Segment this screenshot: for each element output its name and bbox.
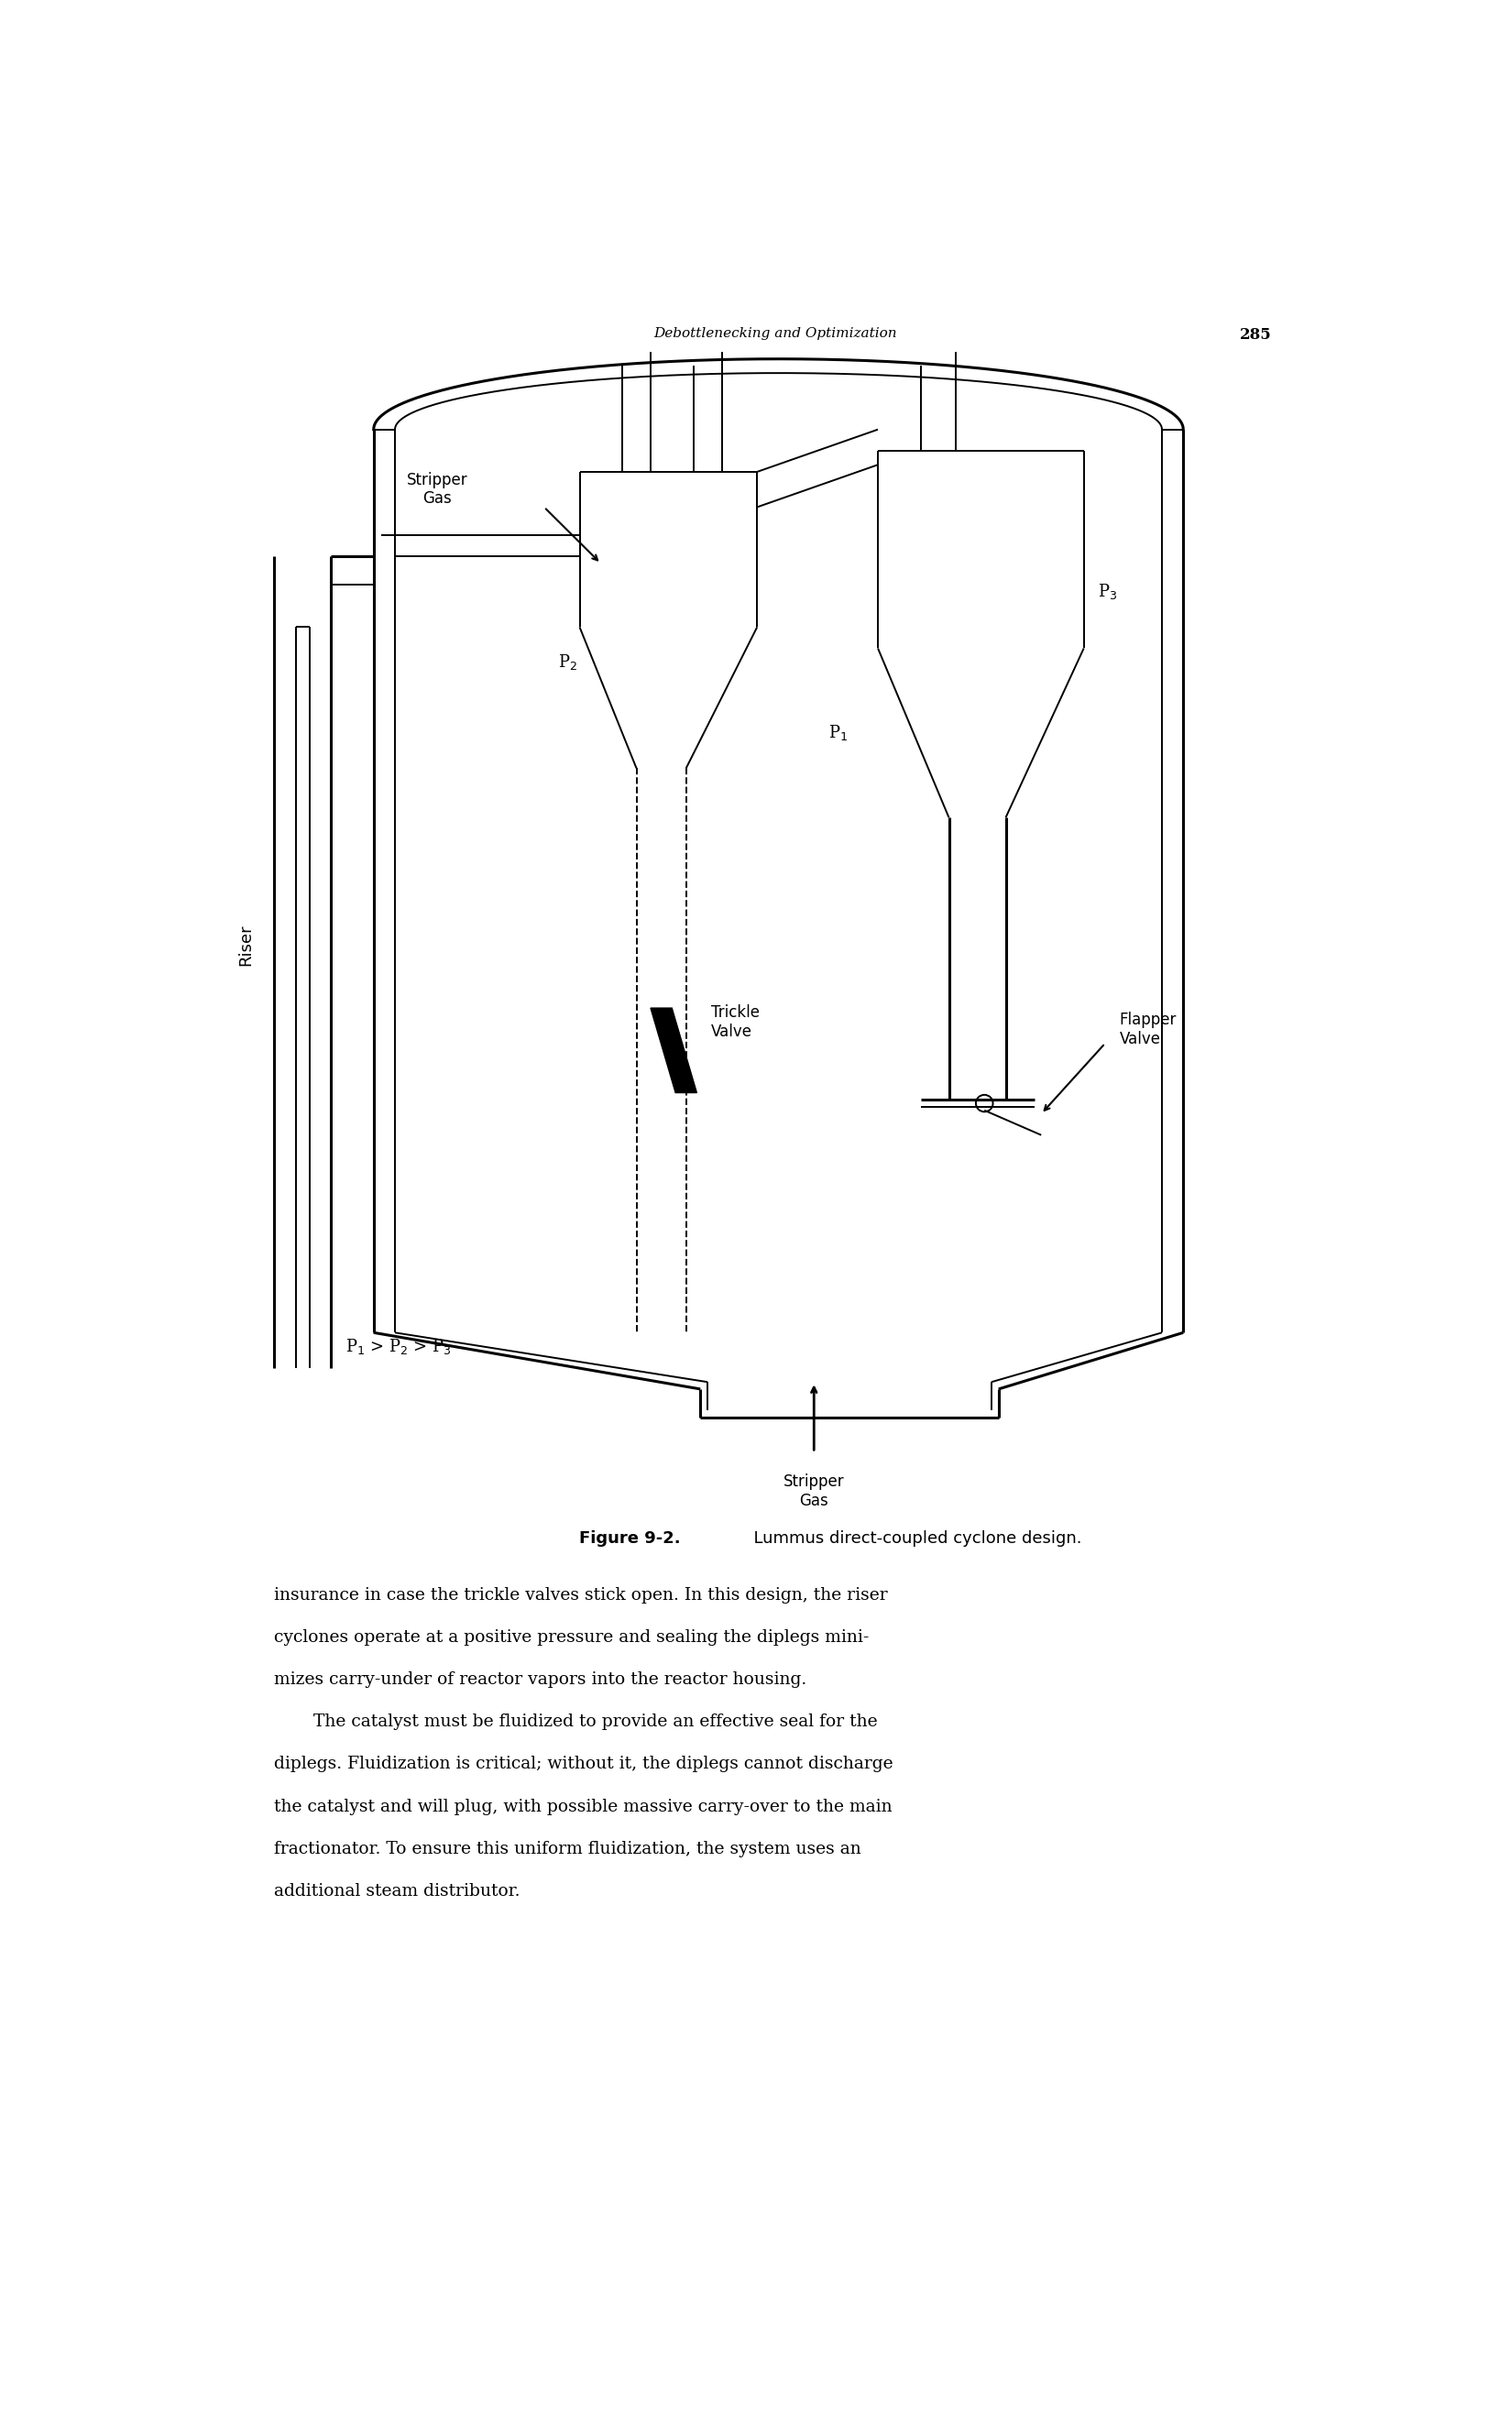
Text: Stripper
Gas: Stripper Gas — [783, 1474, 845, 1510]
Text: diplegs. Fluidization is critical; without it, the diplegs cannot discharge: diplegs. Fluidization is critical; witho… — [274, 1756, 894, 1773]
Text: the catalyst and will plug, with possible massive carry-over to the main: the catalyst and will plug, with possibl… — [274, 1797, 892, 1814]
Text: P$_1$ > P$_2$ > P$_3$: P$_1$ > P$_2$ > P$_3$ — [345, 1337, 452, 1356]
Text: Riser: Riser — [237, 923, 254, 966]
Text: fractionator. To ensure this uniform fluidization, the system uses an: fractionator. To ensure this uniform flu… — [274, 1840, 862, 1857]
Text: Trickle
Valve: Trickle Valve — [711, 1005, 759, 1041]
Text: Flapper
Valve: Flapper Valve — [1119, 1012, 1176, 1048]
Text: 285: 285 — [1240, 328, 1272, 342]
Text: P$_3$: P$_3$ — [1098, 583, 1117, 602]
Text: Figure 9-2.: Figure 9-2. — [579, 1530, 680, 1547]
Text: cyclones operate at a positive pressure and sealing the diplegs mini-: cyclones operate at a positive pressure … — [274, 1628, 869, 1645]
Text: Lummus direct-coupled cyclone design.: Lummus direct-coupled cyclone design. — [742, 1530, 1081, 1547]
Polygon shape — [650, 1007, 697, 1094]
Text: P$_2$: P$_2$ — [558, 653, 578, 672]
Text: mizes carry-under of reactor vapors into the reactor housing.: mizes carry-under of reactor vapors into… — [274, 1672, 807, 1689]
Text: insurance in case the trickle valves stick open. In this design, the riser: insurance in case the trickle valves sti… — [274, 1588, 888, 1602]
Text: additional steam distributor.: additional steam distributor. — [274, 1884, 520, 1898]
Text: Debottlenecking and Optimization: Debottlenecking and Optimization — [653, 328, 897, 340]
Text: Stripper
Gas: Stripper Gas — [407, 472, 469, 508]
Text: The catalyst must be fluidized to provide an effective seal for the: The catalyst must be fluidized to provid… — [313, 1713, 877, 1730]
Text: P$_1$: P$_1$ — [829, 723, 848, 742]
